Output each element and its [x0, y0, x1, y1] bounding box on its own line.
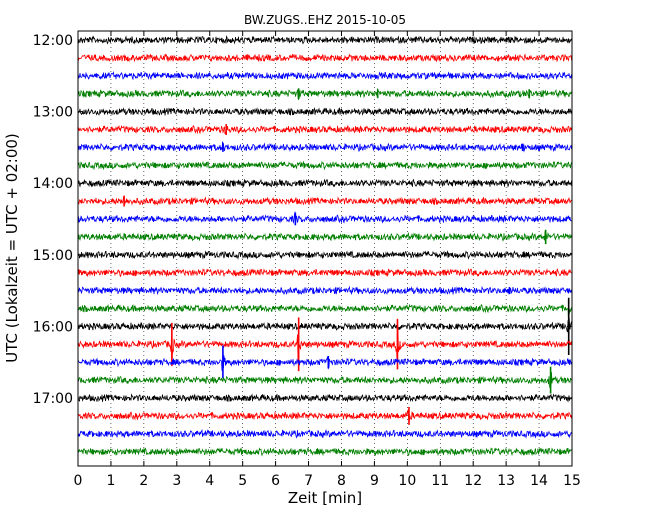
traces	[77, 35, 573, 457]
trace-row-1515	[77, 268, 573, 278]
trace-row-1645	[77, 366, 573, 394]
y-tick-label: 15:00	[33, 248, 73, 264]
y-tick-label: 12:00	[33, 33, 73, 49]
x-tick-label: 7	[304, 473, 313, 489]
trace-line	[77, 315, 573, 339]
trace-row-1345	[77, 160, 573, 171]
trace-line	[77, 141, 573, 153]
y-tick-label: 17:00	[33, 391, 73, 407]
trace-line	[77, 428, 573, 439]
trace-line	[77, 160, 573, 171]
x-tick-label: 12	[464, 473, 482, 489]
trace-line	[77, 106, 573, 117]
trace-row-1545	[77, 299, 573, 318]
trace-line	[77, 211, 573, 225]
x-tick-label: 4	[205, 473, 214, 489]
trace-row-1315	[77, 124, 573, 135]
trace-line	[77, 124, 573, 135]
trace-row-1715	[77, 406, 573, 425]
x-tick-label: 13	[497, 473, 515, 489]
x-tick-label: 2	[139, 473, 148, 489]
trace-line	[77, 194, 573, 206]
x-tick-label: 11	[431, 473, 449, 489]
trace-line	[77, 393, 573, 403]
trace-line	[77, 372, 573, 389]
trace-row-1330	[77, 141, 573, 153]
x-tick-label: 9	[370, 473, 379, 489]
trace-row-1215	[77, 53, 573, 63]
x-tick-label: 15	[563, 473, 581, 489]
trace-row-1400	[77, 178, 573, 188]
chart-title: BW.ZUGS..EHZ 2015-10-05	[244, 13, 406, 27]
trace-line	[77, 303, 573, 317]
trace-line	[77, 87, 573, 100]
trace-row-1745	[77, 447, 573, 457]
trace-line	[77, 344, 572, 371]
trace-row-1630	[77, 344, 572, 379]
grid-lines	[110, 31, 540, 466]
y-axis: 12:00 13:00 14:00 15:00 16:00 17:00	[33, 33, 572, 407]
x-tick-label: 5	[238, 473, 247, 489]
trace-row-1200	[77, 35, 573, 45]
trace-line	[77, 409, 573, 424]
x-tick-label: 6	[271, 473, 280, 489]
x-axis: 0 1 2 3 4 5 6 7 8 9 10 11 12 13 14 15	[74, 31, 581, 489]
trace-row-1245	[77, 87, 573, 100]
trace-line	[77, 35, 573, 45]
trace-line	[77, 447, 573, 457]
x-tick-label: 14	[530, 473, 548, 489]
x-axis-label: Zeit [min]	[288, 489, 362, 507]
trace-line	[77, 318, 573, 367]
y-axis-label: UTC (Lokalzeit = UTC + 02:00)	[3, 133, 21, 363]
trace-row-1300	[77, 106, 573, 117]
trace-line	[77, 268, 573, 278]
trace-row-1700	[77, 393, 573, 403]
trace-line	[77, 53, 573, 63]
y-tick-label: 14:00	[33, 176, 73, 192]
x-tick-label: 1	[106, 473, 115, 489]
trace-row-1230	[77, 70, 573, 81]
trace-line	[77, 250, 573, 260]
x-tick-label: 8	[337, 473, 346, 489]
plot-frame	[77, 30, 573, 467]
y-tick-label: 16:00	[33, 319, 73, 335]
x-tick-label: 0	[74, 473, 83, 489]
trace-line	[77, 70, 573, 81]
trace-row-1730	[77, 428, 573, 439]
trace-row-1430	[77, 211, 573, 226]
trace-row-1530	[77, 285, 573, 296]
y-tick-label: 13:00	[33, 105, 73, 121]
trace-line	[77, 285, 573, 296]
x-tick-label: 10	[398, 473, 416, 489]
trace-row-1500	[77, 250, 573, 260]
trace-row-1415	[77, 194, 573, 207]
trace-row-1445	[77, 229, 573, 245]
trace-line	[77, 178, 573, 188]
x-tick-label: 3	[172, 473, 181, 489]
trace-line	[77, 231, 573, 242]
